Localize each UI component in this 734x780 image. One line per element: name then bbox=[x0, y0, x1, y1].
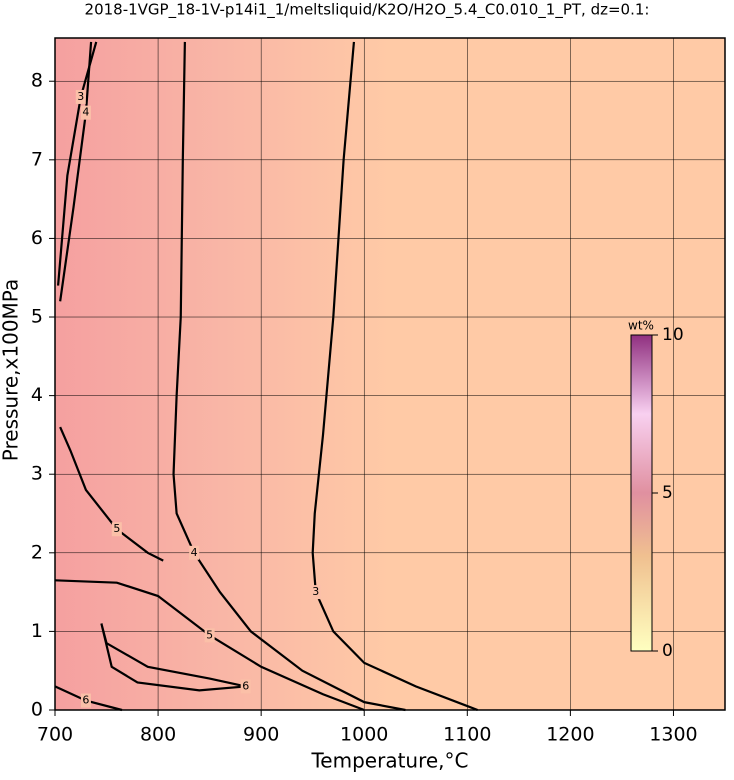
y-axis-label: Pressure,x100MPa bbox=[0, 279, 23, 461]
x-tick-label: 1000 bbox=[340, 724, 388, 746]
contour-label-bg bbox=[111, 522, 122, 537]
colorbar-tick-label: 10 bbox=[662, 325, 684, 345]
contour-label: 4 bbox=[191, 546, 198, 559]
contour-line bbox=[59, 41, 93, 302]
x-axis-label: Temperature,°C bbox=[310, 749, 468, 773]
contour-line bbox=[311, 41, 479, 712]
contour-label-bg bbox=[80, 105, 91, 120]
contour-label-bg bbox=[240, 679, 251, 694]
y-tick-label: 3 bbox=[31, 463, 43, 485]
y-tick-label: 4 bbox=[31, 384, 43, 406]
x-tick-label: 1300 bbox=[649, 724, 697, 746]
contour-label: 5 bbox=[206, 628, 213, 641]
contour-line bbox=[59, 426, 164, 562]
colorbar-label: wt% bbox=[628, 319, 654, 333]
x-tick-label: 800 bbox=[140, 724, 176, 746]
contour-label-bg bbox=[204, 628, 215, 643]
x-tick-label: 1200 bbox=[546, 724, 594, 746]
chart-title: 2018-1VGP_18-1V-p14i1_1/meltsliquid/K2O/… bbox=[85, 1, 650, 20]
x-tick-label: 1100 bbox=[443, 724, 491, 746]
colorbar-tick-label: 5 bbox=[662, 483, 673, 503]
contour-label-bg bbox=[75, 89, 86, 104]
contour-label: 3 bbox=[312, 585, 319, 598]
y-tick-label: 5 bbox=[31, 306, 43, 328]
x-tick-label: 900 bbox=[243, 724, 279, 746]
contour-label: 5 bbox=[113, 522, 120, 535]
plot-frame bbox=[54, 37, 726, 711]
contour-label: 3 bbox=[77, 90, 84, 103]
contour-label: 6 bbox=[82, 694, 89, 707]
contour-label: 6 bbox=[242, 679, 249, 692]
colorbar bbox=[630, 334, 653, 652]
contour-line bbox=[172, 41, 406, 712]
y-tick-label: 6 bbox=[31, 227, 43, 249]
contour-label-bg bbox=[189, 545, 200, 560]
contour-label-bg bbox=[80, 693, 91, 708]
y-tick-label: 1 bbox=[31, 620, 43, 642]
plot-background bbox=[55, 38, 725, 710]
contour-label-bg bbox=[310, 585, 321, 600]
y-tick-label: 8 bbox=[31, 70, 43, 92]
contour-label: 4 bbox=[82, 106, 89, 119]
y-tick-label: 2 bbox=[31, 541, 43, 563]
colorbar-tick-label: 0 bbox=[662, 641, 673, 661]
y-tick-label: 0 bbox=[31, 699, 43, 721]
x-tick-label: 700 bbox=[37, 724, 73, 746]
y-tick-label: 7 bbox=[31, 148, 43, 170]
